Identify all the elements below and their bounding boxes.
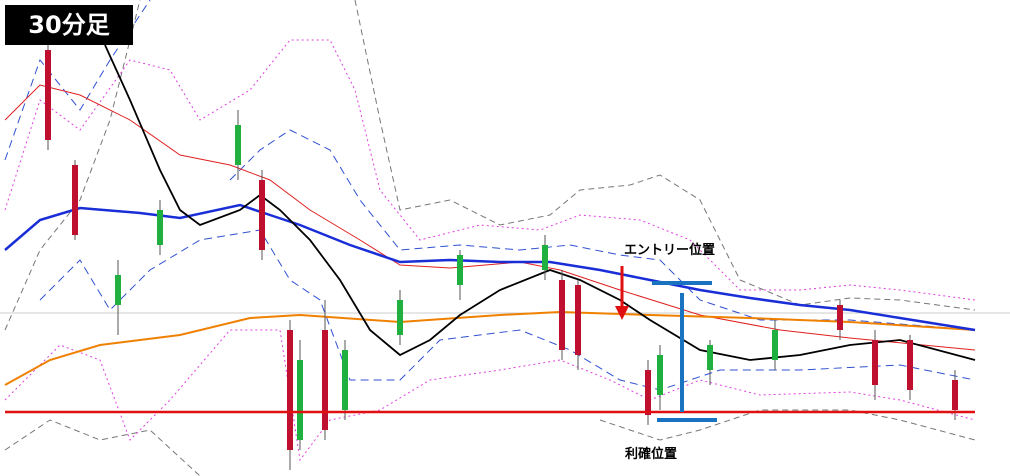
band-inner (39, 229, 976, 391)
band-outer (354, 0, 976, 311)
take-profit-label: 利確位置 (625, 447, 678, 462)
entry-arrow (615, 306, 629, 320)
band-outer (4, 419, 201, 476)
candles (45, 40, 958, 470)
moving-average (104, 44, 976, 361)
moving-average (4, 84, 976, 351)
chart-title: 30分足 (5, 5, 133, 45)
band-middle (4, 39, 976, 301)
moving-average (4, 203, 976, 332)
band-outer (4, 0, 141, 331)
band-outer (599, 409, 976, 441)
entry-label: エントリー位置 (624, 243, 716, 258)
band-inner (229, 129, 976, 331)
band-middle (4, 329, 976, 462)
